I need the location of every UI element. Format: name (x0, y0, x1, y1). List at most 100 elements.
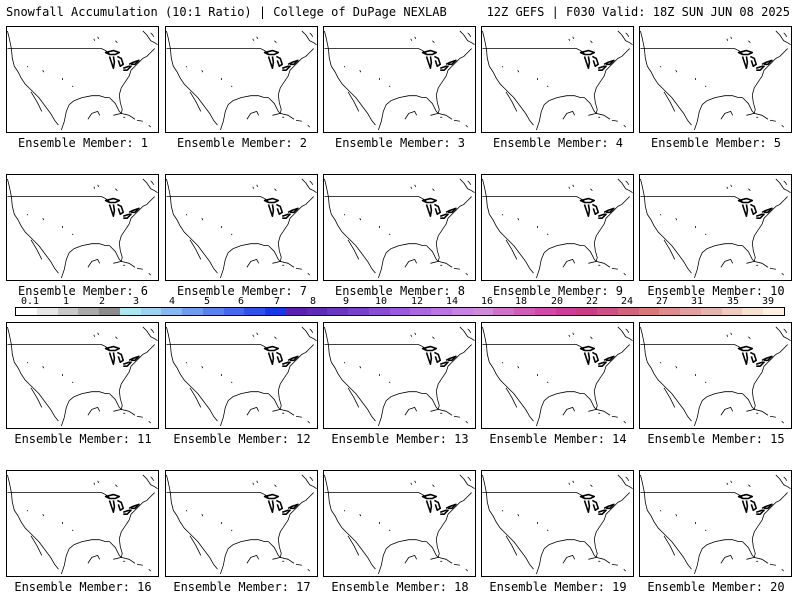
colorbar-swatch (493, 308, 514, 315)
ensemble-map-panel (639, 322, 792, 429)
ensemble-map-panel (481, 26, 634, 133)
colorbar-tick-label: 22 (585, 296, 599, 307)
colorbar-tick-label: 10 (374, 296, 388, 307)
colorbar-tick-label: 14 (445, 296, 459, 307)
colorbar-swatch (119, 308, 141, 315)
ensemble-map-panel (6, 174, 159, 281)
ensemble-member-label: Ensemble Member: 19 (489, 580, 627, 594)
colorbar-tick-label: 31 (690, 296, 704, 307)
colorbar-swatch (659, 308, 680, 315)
colorbar-swatch (721, 308, 743, 315)
ensemble-map-panel (165, 174, 318, 281)
colorbar-tick-label: 16 (480, 296, 494, 307)
ensemble-member-label: Ensemble Member: 7 (176, 284, 308, 298)
colorbar-swatch (451, 308, 473, 315)
ensemble-member-label: Ensemble Member: 2 (176, 136, 308, 150)
ensemble-member-label: Ensemble Member: 15 (647, 432, 785, 446)
colorbar-tick-label: 1 (62, 296, 70, 307)
ensemble-map-panel (323, 470, 476, 577)
ensemble-member-label: Ensemble Member: 1 (17, 136, 149, 150)
map-title: Snowfall Accumulation (10:1 Ratio) | Col… (6, 5, 447, 19)
colorbar-tick-label: 9 (342, 296, 350, 307)
colorbar-swatch (161, 308, 182, 315)
colorbar-tick-label: 0.1 (20, 296, 40, 307)
colorbar-swatch (389, 308, 411, 315)
ensemble-map-panel (6, 26, 159, 133)
colorbar-tick-label: 24 (620, 296, 634, 307)
colorbar-swatch (182, 308, 203, 315)
colorbar-swatch (99, 308, 120, 315)
ensemble-member-label: Ensemble Member: 11 (14, 432, 152, 446)
colorbar-swatch (244, 308, 265, 315)
ensemble-member-label: Ensemble Member: 18 (331, 580, 469, 594)
ensemble-map-panel (6, 322, 159, 429)
colorbar-tick-label: 18 (514, 296, 528, 307)
colorbar-tick-label: 2 (98, 296, 106, 307)
valid-time: 12Z GEFS | F030 Valid: 18Z SUN JUN 08 20… (486, 5, 790, 19)
colorbar-swatch (348, 308, 369, 315)
ensemble-map-panel (323, 322, 476, 429)
ensemble-member-label: Ensemble Member: 5 (650, 136, 782, 150)
colorbar-tick-label: 5 (203, 296, 211, 307)
ensemble-map-panel (481, 470, 634, 577)
colorbar-swatch (78, 308, 99, 315)
ensemble-member-label: Ensemble Member: 13 (331, 432, 469, 446)
colorbar-swatch (617, 308, 639, 315)
ensemble-member-label: Ensemble Member: 17 (173, 580, 311, 594)
colorbar-swatch (140, 308, 162, 315)
colorbar-tick-label: 39 (761, 296, 775, 307)
colorbar-swatch (306, 308, 328, 315)
colorbar-tick-label: 6 (237, 296, 245, 307)
ensemble-map-panel (6, 470, 159, 577)
snowfall-colorbar (15, 307, 785, 316)
colorbar-swatch (327, 308, 348, 315)
colorbar-tick-label: 35 (726, 296, 740, 307)
ensemble-map-panel (323, 174, 476, 281)
colorbar-swatch (202, 308, 224, 315)
colorbar-tick-label: 27 (655, 296, 669, 307)
colorbar-swatch (36, 308, 58, 315)
ensemble-member-label: Ensemble Member: 14 (489, 432, 627, 446)
colorbar-swatch (223, 308, 245, 315)
colorbar-swatch (285, 308, 307, 315)
colorbar-swatch (472, 308, 494, 315)
colorbar-tick-label: 20 (550, 296, 564, 307)
ensemble-map-panel (639, 470, 792, 577)
colorbar-swatch (680, 308, 701, 315)
colorbar-swatch (555, 308, 577, 315)
colorbar-swatch (597, 308, 618, 315)
ensemble-member-label: Ensemble Member: 6 (17, 284, 149, 298)
ensemble-member-label: Ensemble Member: 8 (334, 284, 466, 298)
colorbar-swatch (57, 308, 79, 315)
colorbar-swatch (763, 308, 784, 315)
ensemble-member-label: Ensemble Member: 12 (173, 432, 311, 446)
colorbar-swatch (638, 308, 660, 315)
ensemble-map-panel (165, 322, 318, 429)
colorbar-swatch (368, 308, 390, 315)
ensemble-map-panel (639, 174, 792, 281)
colorbar-tick-label: 12 (410, 296, 424, 307)
colorbar-swatch (700, 308, 722, 315)
colorbar-tick-label: 3 (132, 296, 140, 307)
colorbar-tick-label: 8 (309, 296, 317, 307)
ensemble-map-panel (481, 174, 634, 281)
ensemble-member-label: Ensemble Member: 10 (647, 284, 785, 298)
ensemble-map-panel (639, 26, 792, 133)
colorbar-swatch (534, 308, 556, 315)
ensemble-member-label: Ensemble Member: 9 (492, 284, 624, 298)
colorbar-swatch (16, 308, 37, 315)
ensemble-map-panel (165, 26, 318, 133)
ensemble-map-panel (165, 470, 318, 577)
ensemble-member-label: Ensemble Member: 16 (14, 580, 152, 594)
colorbar-tick-label: 7 (273, 296, 281, 307)
colorbar-swatch (514, 308, 535, 315)
colorbar-swatch (431, 308, 452, 315)
colorbar-swatch (742, 308, 763, 315)
ensemble-member-label: Ensemble Member: 4 (492, 136, 624, 150)
ensemble-map-panel (481, 322, 634, 429)
ensemble-member-label: Ensemble Member: 3 (334, 136, 466, 150)
colorbar-swatch (265, 308, 286, 315)
colorbar-swatch (410, 308, 431, 315)
ensemble-map-panel (323, 26, 476, 133)
colorbar-swatch (576, 308, 597, 315)
